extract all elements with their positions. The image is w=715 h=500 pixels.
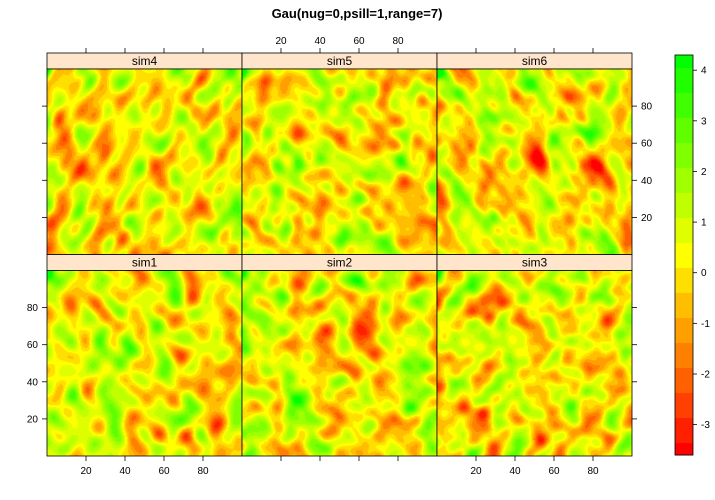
colorbar-swatch <box>675 180 693 193</box>
y-tick-label: 20 <box>641 213 653 224</box>
x-tick-label: 40 <box>119 466 131 477</box>
colorbar-swatch <box>675 342 693 356</box>
colorbar-tick-label: 3 <box>701 116 707 127</box>
y-tick-label: 80 <box>641 102 653 113</box>
panel-sim6: sim6 <box>436 52 633 255</box>
colorbar-swatch <box>675 55 693 68</box>
strip-label: sim4 <box>132 54 158 68</box>
colorbar-tick-label: -1 <box>701 319 710 330</box>
colorbar-swatch <box>675 242 693 256</box>
x-tick-label: 20 <box>275 36 287 47</box>
colorbar-swatch <box>675 217 693 231</box>
field-sim2 <box>242 270 437 456</box>
colorbar-swatch <box>675 392 693 406</box>
colorbar-swatch <box>675 405 693 418</box>
colorbar-swatch <box>675 267 693 281</box>
colorbar-swatch <box>675 280 693 293</box>
colorbar-swatch <box>675 155 693 168</box>
colorbar-swatch <box>675 430 693 443</box>
panel-sim1: sim1 <box>46 254 243 457</box>
y-tick-label: 80 <box>27 303 39 314</box>
colorbar-swatch <box>675 305 693 318</box>
field-sim1 <box>47 270 242 456</box>
strip-label: sim3 <box>522 256 548 270</box>
colorbar-tick-label: -2 <box>701 369 710 380</box>
field-sim3 <box>437 270 632 456</box>
panels: sim4 sim5 sim6 sim1 sim2 sim3 <box>46 52 633 457</box>
colorbar-swatch <box>675 67 693 81</box>
chart-title: Gau(nug=0,psill=1,range=7) <box>272 6 443 21</box>
y-tick-label: 20 <box>27 414 39 425</box>
colorbar-swatch <box>675 205 693 218</box>
y-tick-label: 40 <box>27 377 39 388</box>
colorbar-swatch <box>675 317 693 331</box>
colorbar-border <box>674 54 694 456</box>
strip-label: sim2 <box>327 256 353 270</box>
field-sim6 <box>437 69 632 255</box>
x-tick-label: 60 <box>548 466 560 477</box>
colorbar-swatch <box>675 80 693 93</box>
colorbar-swatch <box>675 167 693 181</box>
x-tick-label: 60 <box>353 36 365 47</box>
colorbar-tick-label: 4 <box>701 66 707 77</box>
axes: 20 40 60 80 20 40 60 80 20 40 60 80 20 20 40 40 60 60 80 80 <box>27 36 653 477</box>
colorbar-swatch <box>675 380 693 393</box>
colorbar-swatch <box>675 367 693 381</box>
colorbar-swatch <box>675 417 693 431</box>
x-tick-label: 40 <box>314 36 326 47</box>
colorbar-swatch <box>675 192 693 206</box>
panel-sim4: sim4 <box>46 52 243 255</box>
colorbar-swatch <box>675 130 693 143</box>
colorbar-tick-label: -3 <box>701 420 710 431</box>
colorbar-swatch <box>675 442 693 456</box>
colorbar-tick-label: 1 <box>701 218 707 229</box>
colorbar-swatch <box>675 142 693 156</box>
colorbar-tick-label: 0 <box>701 268 707 279</box>
panel-border <box>436 270 633 457</box>
y-tick-label: 60 <box>641 139 653 150</box>
x-tick-label: 20 <box>470 466 482 477</box>
colorbar: -3 -2 -1 0 1 2 3 4 <box>674 54 710 456</box>
colorbar-swatch <box>675 92 693 106</box>
colorbar-swatch <box>675 330 693 343</box>
field-sim5 <box>242 69 437 255</box>
colorbar-swatch <box>675 117 693 131</box>
strip-label: sim5 <box>327 54 353 68</box>
strip-label: sim1 <box>132 256 158 270</box>
colorbar-swatch <box>675 255 693 268</box>
colorbar-swatch <box>675 292 693 306</box>
colorbar-swatch <box>675 230 693 243</box>
field-sim4 <box>47 69 242 255</box>
x-tick-label: 40 <box>509 466 521 477</box>
x-tick-label: 60 <box>158 466 170 477</box>
strip-label: sim6 <box>522 54 548 68</box>
y-tick-label: 40 <box>641 176 653 187</box>
colorbar-swatch <box>675 105 693 118</box>
panel-sim3: sim3 <box>436 254 633 457</box>
x-tick-label: 80 <box>392 36 404 47</box>
colorbar-tick-label: 2 <box>701 167 707 178</box>
panel-sim2: sim2 <box>241 254 438 457</box>
y-tick-label: 60 <box>27 340 39 351</box>
x-tick-label: 80 <box>587 466 599 477</box>
panel-sim5: sim5 <box>241 52 438 255</box>
x-tick-label: 20 <box>80 466 92 477</box>
x-tick-label: 80 <box>197 466 209 477</box>
colorbar-swatch <box>675 355 693 368</box>
